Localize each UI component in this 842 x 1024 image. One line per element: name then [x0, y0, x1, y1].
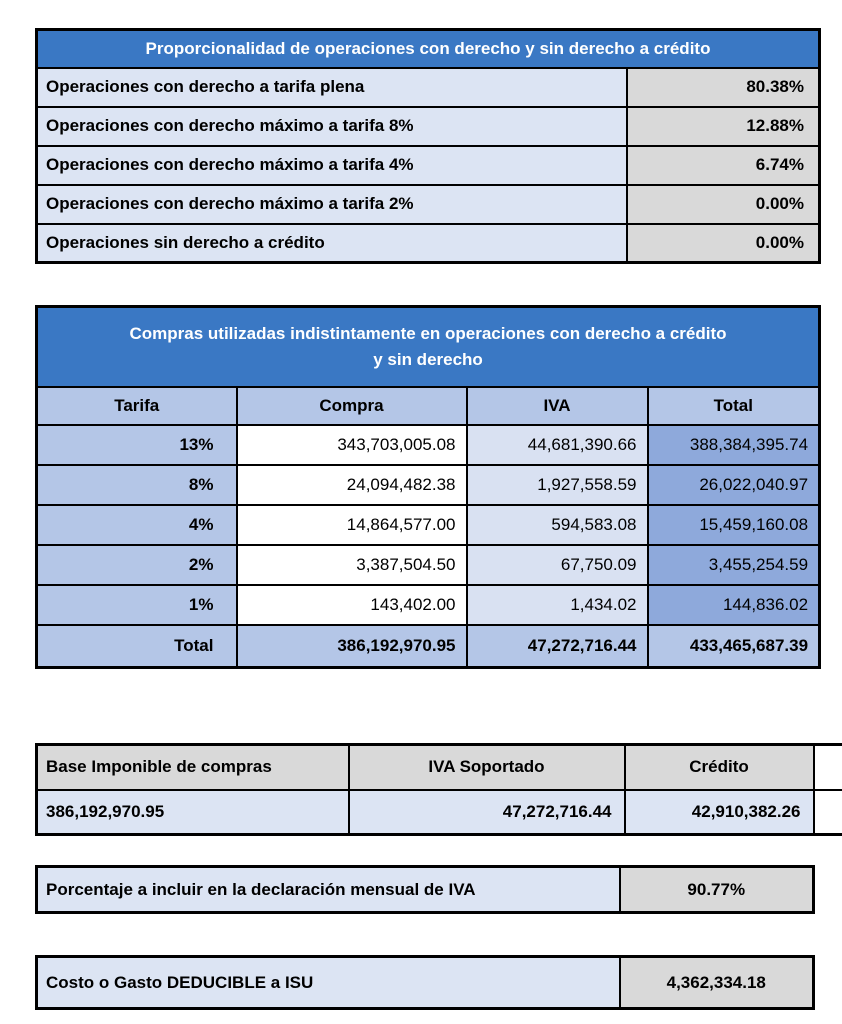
compras-row: 1% 143,402.00 1,434.02 144,836.02: [35, 583, 821, 626]
compra-cell: 343,703,005.08: [235, 423, 468, 466]
operation-label: Operaciones con derecho máximo a tarifa …: [35, 105, 628, 147]
base-imponible-table: Base Imponible de compras IVA Soportado …: [35, 743, 842, 836]
operation-percentage: 80.38%: [625, 66, 821, 108]
total-cell: 15,459,160.08: [646, 503, 821, 546]
total-cell: 26,022,040.97: [646, 463, 821, 506]
credito-value: 42,910,382.26: [623, 788, 815, 836]
operation-percentage: 0.00%: [625, 183, 821, 225]
credito-header: Crédito: [623, 743, 815, 791]
column-header-total: Total: [646, 385, 821, 426]
iva-cell: 67,750.09: [465, 543, 649, 586]
column-header-iva: IVA: [465, 385, 649, 426]
proporcionalidad-row: Operaciones sin derecho a crédito 0.00%: [35, 222, 821, 264]
empty-spill-cell: [812, 743, 842, 791]
iva-cell: 594,583.08: [465, 503, 649, 546]
total-cell: 144,836.02: [646, 583, 821, 626]
proporcionalidad-table: Proporcionalidad de operaciones con dere…: [35, 28, 821, 264]
tarifa-cell: 8%: [35, 463, 238, 506]
iva-cell: 1,434.02: [465, 583, 649, 626]
compras-title-line1: Compras utilizadas indistintamente en op…: [129, 323, 727, 343]
operation-percentage: 12.88%: [625, 105, 821, 147]
column-header-row: Tarifa Compra IVA Total: [35, 385, 821, 426]
compra-cell: 3,387,504.50: [235, 543, 468, 586]
operation-label: Operaciones con derecho máximo a tarifa …: [35, 144, 628, 186]
compra-cell: 143,402.00: [235, 583, 468, 626]
compras-title-line2: y sin derecho: [373, 349, 483, 369]
tarifa-cell: 4%: [35, 503, 238, 546]
tarifa-cell: 1%: [35, 583, 238, 626]
tarifa-cell: 13%: [35, 423, 238, 466]
total-cell: 388,384,395.74: [646, 423, 821, 466]
porcentaje-label: Porcentaje a incluir en la declaración m…: [35, 865, 621, 914]
iva-cell: 1,927,558.59: [465, 463, 649, 506]
compras-total-row: Total 386,192,970.95 47,272,716.44 433,4…: [35, 623, 821, 669]
operation-label: Operaciones sin derecho a crédito: [35, 222, 628, 264]
table-header-row: Proporcionalidad de operaciones con dere…: [35, 28, 821, 69]
proporcionalidad-row: Operaciones con derecho a tarifa plena 8…: [35, 66, 821, 108]
iva-cell: 44,681,390.66: [465, 423, 649, 466]
compra-cell: 24,094,482.38: [235, 463, 468, 506]
compras-row: 4% 14,864,577.00 594,583.08 15,459,160.0…: [35, 503, 821, 546]
column-header-tarifa: Tarifa: [35, 385, 238, 426]
compras-table: Compras utilizadas indistintamente en op…: [35, 305, 822, 669]
total-compra-cell: 386,192,970.95: [235, 623, 468, 669]
costo-label: Costo o Gasto DEDUCIBLE a ISU: [35, 955, 621, 1010]
compras-row: 2% 3,387,504.50 67,750.09 3,455,254.59: [35, 543, 821, 586]
total-total-cell: 433,465,687.39: [646, 623, 821, 669]
proporcionalidad-row: Operaciones con derecho máximo a tarifa …: [35, 105, 821, 147]
total-label: Total: [35, 623, 238, 669]
porcentaje-value: 90.77%: [618, 865, 815, 914]
total-cell: 3,455,254.59: [646, 543, 821, 586]
compra-cell: 14,864,577.00: [235, 503, 468, 546]
operation-percentage: 0.00%: [625, 222, 821, 264]
base-imponible-header: Base Imponible de compras: [35, 743, 350, 791]
compras-row: 8% 24,094,482.38 1,927,558.59 26,022,040…: [35, 463, 821, 506]
proporcionalidad-row: Operaciones con derecho máximo a tarifa …: [35, 144, 821, 186]
table-header-row: Base Imponible de compras IVA Soportado …: [35, 743, 842, 791]
porcentaje-table: Porcentaje a incluir en la declaración m…: [35, 865, 815, 914]
iva-soportado-header: IVA Soportado: [347, 743, 626, 791]
costo-value: 4,362,334.18: [618, 955, 815, 1010]
operation-label: Operaciones con derecho a tarifa plena: [35, 66, 628, 108]
table-header-row: Compras utilizadas indistintamente en op…: [35, 305, 821, 388]
compras-title: Compras utilizadas indistintamente en op…: [35, 305, 821, 388]
costo-row: Costo o Gasto DEDUCIBLE a ISU 4,362,334.…: [35, 955, 815, 1010]
compras-row: 13% 343,703,005.08 44,681,390.66 388,384…: [35, 423, 821, 466]
base-imponible-row: 386,192,970.95 47,272,716.44 42,910,382.…: [35, 788, 842, 836]
costo-table: Costo o Gasto DEDUCIBLE a ISU 4,362,334.…: [35, 955, 815, 1010]
column-header-compra: Compra: [235, 385, 468, 426]
base-imponible-value: 386,192,970.95: [35, 788, 350, 836]
porcentaje-row: Porcentaje a incluir en la declaración m…: [35, 865, 815, 914]
iva-soportado-value: 47,272,716.44: [347, 788, 626, 836]
proporcionalidad-title: Proporcionalidad de operaciones con dere…: [35, 28, 821, 69]
operation-percentage: 6.74%: [625, 144, 821, 186]
proporcionalidad-row: Operaciones con derecho máximo a tarifa …: [35, 183, 821, 225]
operation-label: Operaciones con derecho máximo a tarifa …: [35, 183, 628, 225]
tarifa-cell: 2%: [35, 543, 238, 586]
total-iva-cell: 47,272,716.44: [465, 623, 649, 669]
